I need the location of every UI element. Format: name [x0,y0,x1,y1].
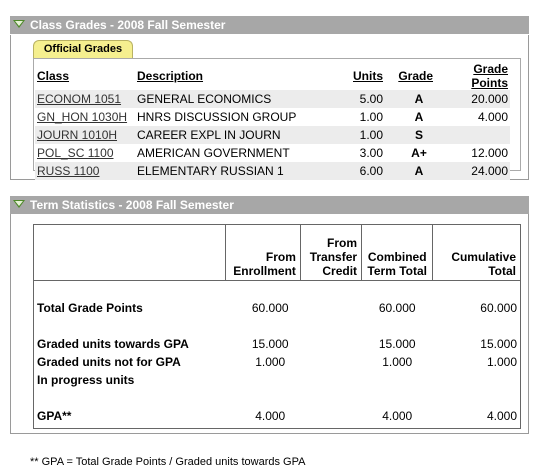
tab-official-grades[interactable]: Official Grades [33,40,133,58]
units-cell: 6.00 [325,162,385,180]
table-row: GN_HON 1030H HNRS DISCUSSION GROUP 1.00 … [35,108,510,126]
grade-cell: A [385,90,435,108]
grade-cell: A [414,110,424,124]
stats-transfer-value [300,407,361,425]
gpa-footnote: ** GPA = Total Grade Points / Graded uni… [30,456,306,468]
col-header-description: Description [137,69,204,83]
stats-row-label: Graded units towards GPA [37,336,189,351]
stats-enrollment-value: 4.000 [255,408,286,423]
description-cell: AMERICAN GOVERNMENT [137,146,290,160]
class-link[interactable]: POL_SC 1100 [37,146,114,160]
col-header-class: Class [37,69,70,83]
units-cell: 5.00 [325,90,385,108]
class-link[interactable]: GN_HON 1030H [37,110,128,124]
stats-cumulative-value: 1.000 [486,354,517,369]
stats-enrollment-value: 15.000 [251,336,289,351]
stats-combined-value [362,371,433,389]
stats-row: Graded units towards GPA 15.000 15.000 1… [34,335,521,353]
stats-cumulative-value: 4.000 [486,408,517,423]
stats-cumulative-value: 60.000 [480,300,517,315]
class-grades-panel: Official Grades Class Description Units … [10,35,529,180]
col-header-units: Units [353,69,383,83]
stats-header-row: From Enrollment From Transfer Credit Com… [33,224,521,281]
grade-points-cell: 20.000 [435,90,510,108]
units-cell: 1.00 [325,126,385,144]
grades-frame: Class Description Units Grade Grade Poin… [33,58,521,180]
col-header-cumulative: Cumulative Total [432,224,521,281]
class-link[interactable]: ECONOM 1051 [37,92,122,106]
grade-cell: S [385,126,435,144]
term-statistics-table: From Enrollment From Transfer Credit Com… [33,224,521,429]
class-grades-header[interactable]: Class Grades - 2008 Fall Semester [10,16,529,34]
collapse-triangle-icon[interactable] [13,20,25,28]
stats-row: Total Grade Points 60.000 60.000 60.000 [34,299,521,317]
col-header-from-enrollment: From Enrollment [224,224,301,281]
term-statistics-panel: From Enrollment From Transfer Credit Com… [10,214,529,434]
stats-transfer-value [300,353,361,371]
stats-transfer-value [300,335,361,353]
description-cell: GENERAL ECONOMICS [135,90,325,108]
stats-row: GPA** 4.000 4.000 4.000 [34,407,521,425]
stats-enrollment-value: 1.000 [255,354,286,369]
description-cell: ELEMENTARY RUSSIAN 1 [135,162,325,180]
grade-points-cell: 24.000 [435,162,510,180]
stats-row-label: GPA** [37,408,72,423]
class-grades-title: Class Grades - 2008 Fall Semester [30,18,226,32]
class-link[interactable]: RUSS 1100 [37,164,100,178]
grade-cell: A [385,162,435,180]
class-link[interactable]: JOURN 1010H [37,128,118,142]
stats-combined-value: 15.000 [378,336,416,351]
col-header-combined: Combined Term Total [361,224,433,281]
table-row: ECONOM 1051 GENERAL ECONOMICS 5.00 A 20.… [35,90,510,108]
term-statistics-header[interactable]: Term Statistics - 2008 Fall Semester [10,196,529,214]
stats-cumulative-value [433,371,521,389]
units-cell: 1.00 [359,110,383,124]
col-header-grade: Grade [398,69,433,83]
table-row: POL_SC 1100 AMERICAN GOVERNMENT 3.00 A+ … [35,144,510,162]
description-cell: CAREER EXPL IN JOURN [135,126,325,144]
grades-table: Class Description Units Grade Grade Poin… [35,62,510,180]
table-row: JOURN 1010H CAREER EXPL IN JOURN 1.00 S [35,126,510,144]
col-header-grade-points: Grade Points [471,62,508,90]
stats-combined-value: 4.000 [382,408,413,423]
stats-row: In progress units [34,371,521,389]
stats-enrollment-value: 60.000 [251,300,289,315]
grade-points-cell [435,126,510,144]
grade-points-cell: 4.000 [477,110,508,124]
description-cell: HNRS DISCUSSION GROUP [137,110,297,124]
stats-enrollment-value [225,371,300,389]
stats-combined-value: 60.000 [378,300,416,315]
col-header-from-transfer: From Transfer Credit [299,224,362,281]
stats-cumulative-value: 15.000 [480,336,517,351]
collapse-triangle-icon[interactable] [13,200,25,208]
stats-row-label: Graded units not for GPA [37,354,181,369]
grades-header-row: Class Description Units Grade Grade Poin… [35,62,510,90]
grade-cell: A+ [411,146,427,160]
table-row: RUSS 1100 ELEMENTARY RUSSIAN 1 6.00 A 24… [35,162,510,180]
stats-combined-value: 1.000 [382,354,413,369]
stats-transfer-value [300,371,361,389]
units-cell: 3.00 [359,146,383,160]
stats-row: Graded units not for GPA 1.000 1.000 1.0… [34,353,521,371]
stats-transfer-value [300,299,361,317]
stats-row-label: Total Grade Points [37,300,143,315]
term-statistics-title: Term Statistics - 2008 Fall Semester [30,198,234,212]
grade-points-cell: 12.000 [471,146,508,160]
stats-blank-header [33,224,226,281]
stats-row-label: In progress units [37,372,135,387]
